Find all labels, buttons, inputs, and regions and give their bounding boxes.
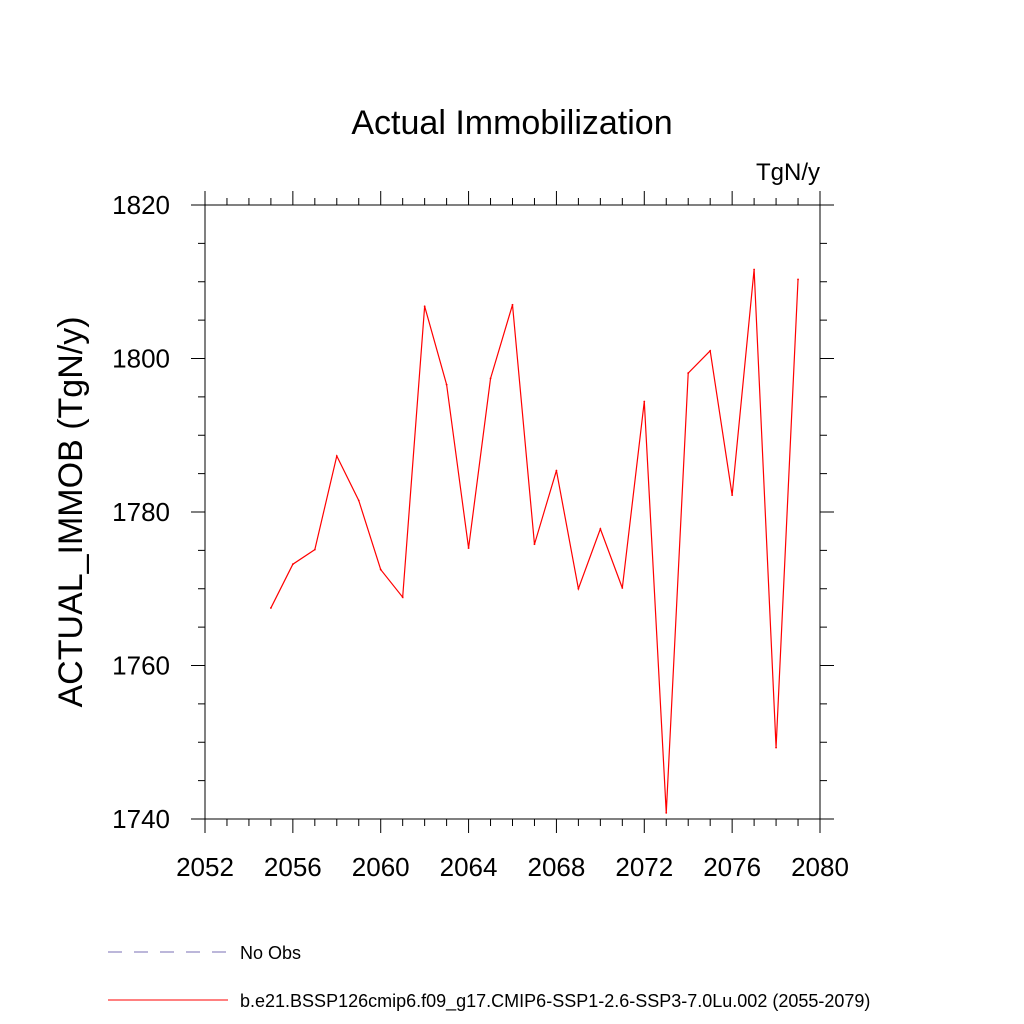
- x-tick-label: 2080: [791, 852, 849, 882]
- y-tick-label: 1760: [112, 651, 170, 681]
- data-point: [731, 494, 734, 497]
- y-tick-label: 1800: [112, 344, 170, 374]
- data-point: [533, 543, 536, 546]
- series-line: [270, 269, 799, 813]
- data-point: [379, 568, 382, 571]
- data-point: [775, 746, 777, 749]
- data-point: [401, 596, 404, 599]
- units-label: TgN/y: [756, 159, 820, 186]
- data-point: [577, 587, 580, 590]
- data-point: [797, 278, 799, 281]
- x-tick-label: 2076: [703, 852, 761, 882]
- data-point: [291, 563, 294, 566]
- x-tick-label: 2072: [615, 852, 673, 882]
- data-point: [335, 455, 338, 457]
- x-tick-label: 2064: [440, 852, 498, 882]
- data-point: [709, 349, 712, 352]
- data-point: [269, 607, 272, 609]
- legend-label: b.e21.BSSP126cmip6.f09_g17.CMIP6-SSP1-2.…: [240, 991, 870, 1012]
- x-tick-label: 2060: [352, 852, 410, 882]
- chart-title: Actual Immobilization: [351, 104, 672, 142]
- y-axis-label: ACTUAL_IMMOB (TgN/y): [52, 316, 90, 707]
- y-tick-label: 1780: [112, 497, 170, 527]
- legend-label: No Obs: [240, 943, 301, 963]
- x-tick-label: 2056: [264, 852, 322, 882]
- x-tick-label: 2068: [528, 852, 586, 882]
- legend: No Obs b.e21.BSSP126cmip6.f09_g17.CMIP6-S…: [108, 943, 870, 1012]
- data-point: [357, 499, 360, 502]
- data-point: [599, 527, 602, 530]
- data-point: [753, 268, 756, 271]
- series-layer: [269, 268, 799, 814]
- data-point: [489, 377, 492, 380]
- axis-ticks: 2052 2056 2060 2064 2068 2072 2076 2080 1740 1760…: [112, 190, 849, 882]
- data-point: [643, 400, 646, 403]
- plot-frame: [204, 204, 821, 820]
- x-tick-label: 2052: [176, 852, 234, 882]
- data-point: [687, 372, 690, 374]
- data-point: [621, 587, 624, 589]
- y-tick-label: 1740: [112, 804, 170, 834]
- data-point: [445, 383, 448, 386]
- y-tick-label: 1820: [112, 190, 170, 220]
- data-point: [555, 469, 558, 472]
- data-point: [423, 305, 426, 308]
- data-point: [467, 547, 470, 549]
- data-point: [313, 548, 316, 551]
- data-point: [511, 303, 514, 306]
- data-point: [665, 811, 668, 814]
